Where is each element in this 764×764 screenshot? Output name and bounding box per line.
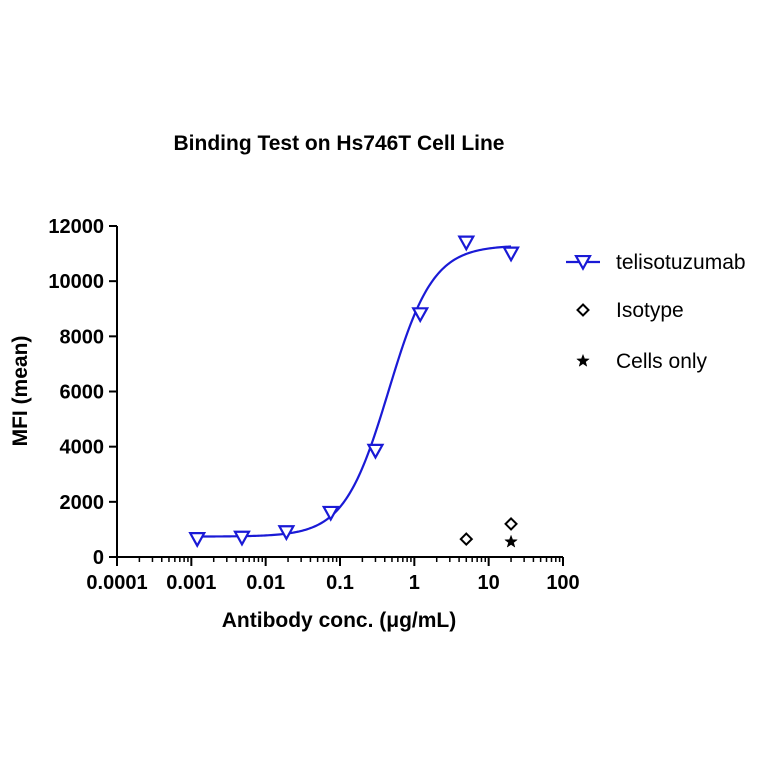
- y-tick-label: 8000: [60, 326, 105, 348]
- data-point: [233, 530, 251, 547]
- x-tick-label: 0.001: [166, 572, 216, 594]
- x-tick-label: 1: [409, 572, 420, 594]
- data-point: [411, 307, 430, 324]
- data-point: [277, 525, 296, 542]
- data-point: [459, 532, 474, 546]
- legend-label: telisotuzumab: [616, 251, 746, 274]
- data-point: [188, 532, 207, 548]
- legend: telisotuzumab Isotype Cells only: [566, 251, 746, 373]
- y-tick-label: 6000: [60, 382, 105, 404]
- data-point: [321, 505, 340, 522]
- data-point: [504, 534, 518, 548]
- legend-label: Isotype: [616, 299, 684, 322]
- y-tick-label: 12000: [48, 216, 104, 238]
- x-tick-label: 100: [546, 572, 579, 594]
- data-point: [504, 516, 518, 531]
- y-tick-label: 0: [93, 547, 104, 569]
- fit-curves: [197, 245, 512, 538]
- data-point: [457, 235, 476, 252]
- y-axis: 0 2000 4000 6000 8000 10000 12000: [48, 216, 118, 569]
- data-point: [366, 443, 385, 460]
- legend-label: Cells only: [616, 350, 708, 373]
- chart-title: Binding Test on Hs746T Cell Line: [174, 132, 505, 155]
- legend-marker: [574, 254, 592, 271]
- legend-marker: [576, 303, 590, 317]
- x-tick-label: 0.01: [246, 572, 285, 594]
- y-tick-label: 10000: [48, 271, 104, 293]
- x-tick-label: 10: [478, 572, 500, 594]
- data-point: [502, 246, 520, 263]
- x-axis: 0.0001 0.001 0.01 0.1 1 10 100: [86, 556, 580, 594]
- x-axis-label: Antibody conc. (μg/mL): [222, 609, 457, 632]
- x-tick-label: 0.1: [326, 572, 354, 594]
- y-tick-label: 2000: [60, 492, 105, 514]
- legend-marker: [576, 353, 590, 367]
- data-points: [188, 235, 520, 548]
- fit-curve-line: [197, 245, 512, 538]
- y-tick-label: 4000: [60, 437, 105, 459]
- x-tick-label: 0.0001: [86, 572, 147, 594]
- y-axis-label: MFI (mean): [9, 336, 32, 447]
